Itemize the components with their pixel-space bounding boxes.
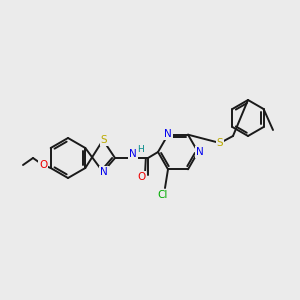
Text: S: S bbox=[101, 135, 107, 145]
Text: N: N bbox=[100, 167, 108, 177]
Text: N: N bbox=[129, 149, 137, 159]
Text: O: O bbox=[137, 172, 145, 182]
Text: H: H bbox=[136, 145, 143, 154]
Text: Cl: Cl bbox=[158, 190, 168, 200]
Text: N: N bbox=[164, 129, 172, 139]
Text: N: N bbox=[196, 147, 204, 157]
Text: S: S bbox=[217, 138, 223, 148]
Text: O: O bbox=[39, 160, 47, 170]
